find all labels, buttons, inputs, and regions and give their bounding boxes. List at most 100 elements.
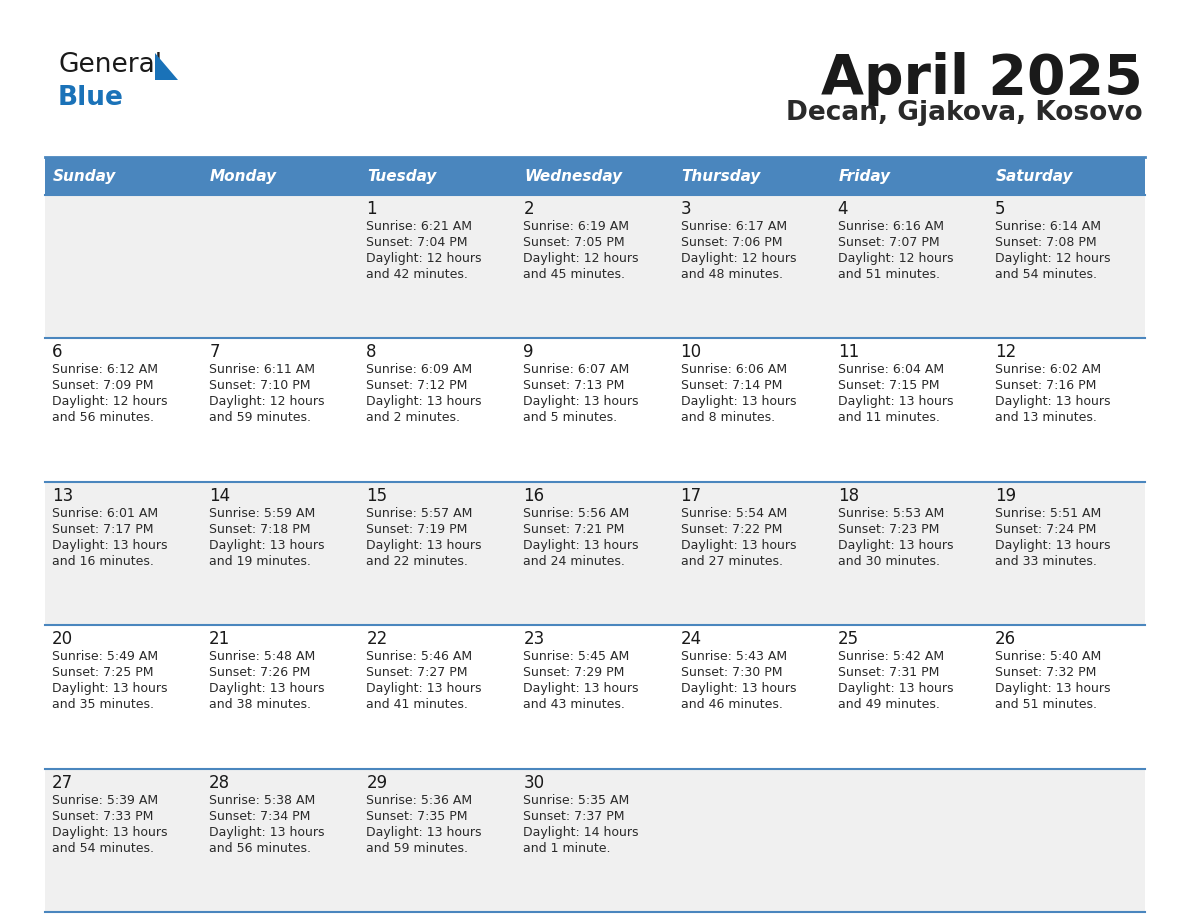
Text: Friday: Friday bbox=[839, 169, 891, 184]
Bar bbox=[45, 339, 202, 482]
Text: and 56 minutes.: and 56 minutes. bbox=[52, 411, 154, 424]
Text: Daylight: 13 hours: Daylight: 13 hours bbox=[366, 396, 482, 409]
Text: Sunrise: 6:14 AM: Sunrise: 6:14 AM bbox=[994, 220, 1101, 233]
Text: 17: 17 bbox=[681, 487, 702, 505]
Text: 7: 7 bbox=[209, 343, 220, 362]
Bar bbox=[45, 157, 202, 195]
Bar bbox=[674, 195, 830, 339]
Text: 28: 28 bbox=[209, 774, 230, 791]
Text: Sunrise: 6:19 AM: Sunrise: 6:19 AM bbox=[524, 220, 630, 233]
Bar bbox=[988, 157, 1145, 195]
Text: 16: 16 bbox=[524, 487, 544, 505]
Text: Sunrise: 6:04 AM: Sunrise: 6:04 AM bbox=[838, 364, 943, 376]
Text: and 38 minutes.: and 38 minutes. bbox=[209, 699, 311, 711]
Text: Sunset: 7:04 PM: Sunset: 7:04 PM bbox=[366, 236, 468, 249]
Text: Daylight: 13 hours: Daylight: 13 hours bbox=[838, 539, 953, 552]
Bar bbox=[517, 768, 674, 912]
Bar bbox=[988, 195, 1145, 339]
Text: 20: 20 bbox=[52, 630, 74, 648]
Text: Daylight: 13 hours: Daylight: 13 hours bbox=[524, 539, 639, 552]
Text: 30: 30 bbox=[524, 774, 544, 791]
Text: Sunrise: 5:57 AM: Sunrise: 5:57 AM bbox=[366, 507, 473, 520]
Text: Daylight: 13 hours: Daylight: 13 hours bbox=[209, 682, 324, 695]
Text: Daylight: 12 hours: Daylight: 12 hours bbox=[52, 396, 168, 409]
Text: Sunrise: 5:53 AM: Sunrise: 5:53 AM bbox=[838, 507, 944, 520]
Bar bbox=[45, 195, 202, 339]
Text: and 46 minutes.: and 46 minutes. bbox=[681, 699, 783, 711]
Bar bbox=[830, 625, 988, 768]
Text: Daylight: 13 hours: Daylight: 13 hours bbox=[366, 682, 482, 695]
Text: 8: 8 bbox=[366, 343, 377, 362]
Text: Daylight: 12 hours: Daylight: 12 hours bbox=[209, 396, 324, 409]
Text: and 19 minutes.: and 19 minutes. bbox=[209, 554, 311, 568]
Text: 26: 26 bbox=[994, 630, 1016, 648]
Bar bbox=[202, 195, 359, 339]
Text: Daylight: 12 hours: Daylight: 12 hours bbox=[838, 252, 953, 265]
Text: Sunrise: 6:01 AM: Sunrise: 6:01 AM bbox=[52, 507, 158, 520]
Text: Sunset: 7:23 PM: Sunset: 7:23 PM bbox=[838, 522, 939, 536]
Text: Sunrise: 5:35 AM: Sunrise: 5:35 AM bbox=[524, 793, 630, 807]
Text: Sunrise: 5:39 AM: Sunrise: 5:39 AM bbox=[52, 793, 158, 807]
Bar bbox=[45, 768, 202, 912]
Text: Thursday: Thursday bbox=[682, 169, 762, 184]
Text: and 16 minutes.: and 16 minutes. bbox=[52, 554, 154, 568]
Text: 2: 2 bbox=[524, 200, 535, 218]
Text: 14: 14 bbox=[209, 487, 230, 505]
Bar bbox=[830, 482, 988, 625]
Text: Sunset: 7:10 PM: Sunset: 7:10 PM bbox=[209, 379, 310, 392]
Text: Daylight: 13 hours: Daylight: 13 hours bbox=[994, 539, 1111, 552]
Text: Sunrise: 5:51 AM: Sunrise: 5:51 AM bbox=[994, 507, 1101, 520]
Text: Daylight: 13 hours: Daylight: 13 hours bbox=[52, 539, 168, 552]
Text: and 43 minutes.: and 43 minutes. bbox=[524, 699, 625, 711]
Bar bbox=[359, 157, 517, 195]
Bar bbox=[202, 157, 359, 195]
Bar bbox=[674, 482, 830, 625]
Text: Sunrise: 5:43 AM: Sunrise: 5:43 AM bbox=[681, 650, 786, 663]
Text: Daylight: 13 hours: Daylight: 13 hours bbox=[838, 682, 953, 695]
Text: Sunset: 7:06 PM: Sunset: 7:06 PM bbox=[681, 236, 782, 249]
Text: Daylight: 12 hours: Daylight: 12 hours bbox=[366, 252, 482, 265]
Text: Sunset: 7:37 PM: Sunset: 7:37 PM bbox=[524, 810, 625, 823]
Text: Sunrise: 6:11 AM: Sunrise: 6:11 AM bbox=[209, 364, 315, 376]
Bar bbox=[359, 768, 517, 912]
Bar bbox=[517, 339, 674, 482]
Text: Sunset: 7:33 PM: Sunset: 7:33 PM bbox=[52, 810, 153, 823]
Text: Daylight: 13 hours: Daylight: 13 hours bbox=[209, 825, 324, 839]
Text: Daylight: 13 hours: Daylight: 13 hours bbox=[209, 539, 324, 552]
Text: 13: 13 bbox=[52, 487, 74, 505]
Text: 11: 11 bbox=[838, 343, 859, 362]
Text: Sunday: Sunday bbox=[53, 169, 116, 184]
Text: Daylight: 12 hours: Daylight: 12 hours bbox=[681, 252, 796, 265]
Text: and 48 minutes.: and 48 minutes. bbox=[681, 268, 783, 281]
Text: Daylight: 13 hours: Daylight: 13 hours bbox=[366, 539, 482, 552]
Bar bbox=[988, 339, 1145, 482]
Text: and 24 minutes.: and 24 minutes. bbox=[524, 554, 625, 568]
Text: Sunrise: 6:02 AM: Sunrise: 6:02 AM bbox=[994, 364, 1101, 376]
Text: and 45 minutes.: and 45 minutes. bbox=[524, 268, 625, 281]
Text: Sunrise: 5:49 AM: Sunrise: 5:49 AM bbox=[52, 650, 158, 663]
Text: Sunset: 7:13 PM: Sunset: 7:13 PM bbox=[524, 379, 625, 392]
Text: Sunset: 7:24 PM: Sunset: 7:24 PM bbox=[994, 522, 1097, 536]
Bar bbox=[45, 482, 202, 625]
Bar bbox=[988, 625, 1145, 768]
Text: 12: 12 bbox=[994, 343, 1016, 362]
Text: and 51 minutes.: and 51 minutes. bbox=[838, 268, 940, 281]
Text: Sunrise: 6:07 AM: Sunrise: 6:07 AM bbox=[524, 364, 630, 376]
Text: Sunset: 7:07 PM: Sunset: 7:07 PM bbox=[838, 236, 940, 249]
Text: Sunrise: 6:21 AM: Sunrise: 6:21 AM bbox=[366, 220, 473, 233]
Text: Sunset: 7:05 PM: Sunset: 7:05 PM bbox=[524, 236, 625, 249]
Text: Sunrise: 5:48 AM: Sunrise: 5:48 AM bbox=[209, 650, 315, 663]
Text: and 42 minutes.: and 42 minutes. bbox=[366, 268, 468, 281]
Text: Sunset: 7:25 PM: Sunset: 7:25 PM bbox=[52, 666, 153, 679]
Text: Sunset: 7:30 PM: Sunset: 7:30 PM bbox=[681, 666, 782, 679]
Text: and 2 minutes.: and 2 minutes. bbox=[366, 411, 460, 424]
Bar bbox=[202, 625, 359, 768]
Text: Saturday: Saturday bbox=[996, 169, 1073, 184]
Bar bbox=[517, 482, 674, 625]
Text: 10: 10 bbox=[681, 343, 702, 362]
Text: Sunset: 7:32 PM: Sunset: 7:32 PM bbox=[994, 666, 1097, 679]
Text: Daylight: 13 hours: Daylight: 13 hours bbox=[52, 825, 168, 839]
Text: 9: 9 bbox=[524, 343, 533, 362]
Text: and 59 minutes.: and 59 minutes. bbox=[366, 842, 468, 855]
Bar bbox=[988, 482, 1145, 625]
